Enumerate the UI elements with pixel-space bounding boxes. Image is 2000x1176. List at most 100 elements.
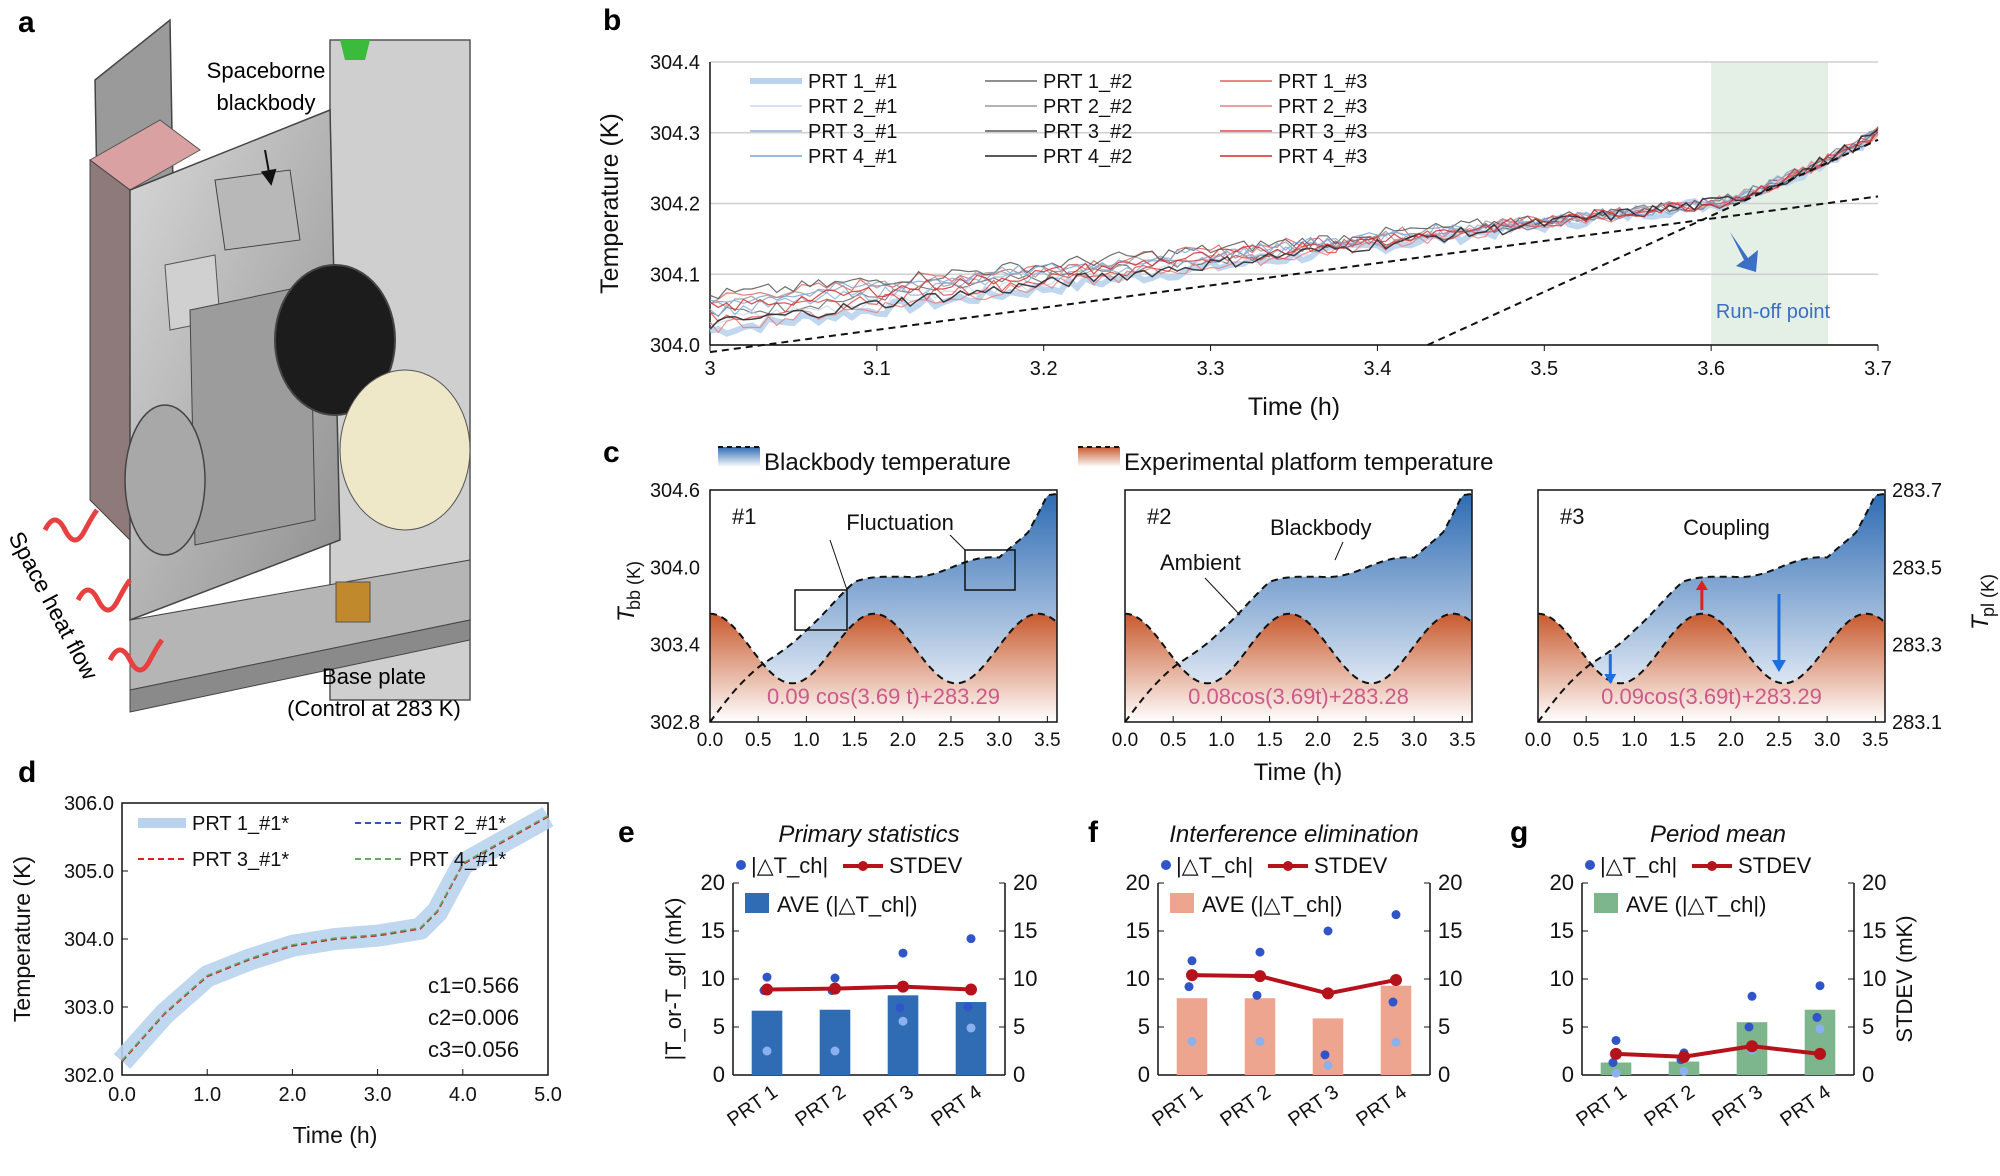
x-axis-title: Time (h)	[1254, 759, 1342, 786]
legend-label: PRT 3_#1	[808, 121, 897, 143]
chart-f: Interference elimination |△T_ch| STDEV AVE …	[1126, 821, 1463, 1131]
y-tick-label-right: 0	[1438, 1062, 1450, 1087]
legend-label: Experimental platform temperature	[1124, 449, 1494, 476]
data-point	[966, 934, 976, 944]
data-point	[1747, 991, 1757, 1001]
x-tick-label: PRT 3	[1708, 1081, 1766, 1131]
x-tick-label: 5.0	[534, 1084, 562, 1106]
x-tick-label: 2.5	[938, 730, 964, 751]
data-point	[1184, 982, 1194, 992]
y-tick-label-right: 15	[1862, 918, 1886, 943]
series-line-9	[709, 126, 1879, 323]
y-tick-label: 304.6	[650, 480, 700, 502]
blackbody-curve	[1124, 492, 1473, 723]
legend-swatch	[745, 893, 769, 913]
y-tick-label: 303.4	[650, 635, 700, 657]
legend-label: STDEV	[1738, 853, 1812, 878]
stdev-marker	[1678, 1050, 1690, 1063]
x-tick-label: 1.5	[1669, 730, 1695, 751]
data-point	[1608, 1058, 1618, 1068]
y-tick-label: 15	[1126, 918, 1150, 943]
label-base-control: (Control at 283 K)	[287, 696, 461, 721]
x-tick-label: 3.5	[1449, 730, 1475, 751]
subplot-frame	[709, 489, 1058, 723]
subplot-frame	[1537, 489, 1886, 723]
chart-title: Primary statistics	[778, 821, 959, 848]
x-tick-label: 0.0	[108, 1084, 136, 1106]
x-tick-label: 3.0	[1814, 730, 1840, 751]
x-tick-label: PRT 3	[859, 1081, 917, 1131]
y-tick-label-right: 10	[1438, 966, 1462, 991]
stdev-marker	[965, 983, 977, 996]
legend-swatch-platform	[1078, 447, 1120, 467]
x-tick-label: 3.5	[1530, 358, 1558, 380]
y-tick-label-right: 15	[1438, 918, 1462, 943]
subplot-frame	[1124, 489, 1473, 723]
annotation-coupling: Coupling	[1683, 515, 1770, 540]
legend-label: AVE (|△T_ch|)	[1626, 892, 1766, 917]
panel-label-f: f	[1088, 816, 1099, 849]
data-point	[963, 1002, 973, 1012]
x-tick-label: 1.0	[793, 730, 819, 751]
panel-label-b: b	[603, 4, 621, 37]
y-axis-title: Temperature (K)	[9, 856, 35, 1022]
y-tick-label: 304.2	[650, 194, 700, 216]
x-tick-label: 1.0	[193, 1084, 221, 1106]
x-tick-label: 0.5	[1160, 730, 1186, 751]
data-point	[1679, 1066, 1689, 1076]
heat-flow-arrows	[42, 508, 164, 673]
x-tick-label: PRT 4	[1776, 1081, 1834, 1131]
x-tick-label: PRT 2	[1216, 1081, 1274, 1131]
stdev-marker	[829, 982, 841, 995]
y-tick-label: 0	[1562, 1062, 1574, 1087]
data-point	[1744, 1022, 1754, 1032]
y-tick-label: 304.0	[64, 929, 114, 951]
legend-label: PRT 2_#2	[1043, 96, 1132, 118]
y-tick-label: 304.3	[650, 123, 700, 145]
y-tick-label: 303.0	[64, 997, 114, 1019]
x-tick-label: 3.0	[364, 1084, 392, 1106]
legend-label: |△T_ch|	[751, 853, 828, 878]
legend-swatch	[1170, 893, 1194, 913]
series-line-prt3	[121, 815, 549, 1063]
legend-marker	[1707, 861, 1717, 871]
chart-title: Interference elimination	[1169, 821, 1418, 848]
y-tick-label: 304.1	[650, 264, 700, 286]
x-tick-label: 0.0	[697, 730, 723, 751]
platform-curve	[709, 612, 1058, 685]
x-tick-label: 3.7	[1864, 358, 1892, 380]
x-tick-label: 3.4	[1364, 358, 1392, 380]
legend-label: PRT 2_#1*	[409, 813, 506, 835]
chart-b: 304.0 304.1 304.2 304.3 304.4 3 3.1 3.2 3.3 3.4 3.…	[596, 52, 1892, 421]
y-axis-title-left: |T_or-T_gr| (mK)	[661, 898, 686, 1061]
leader-line	[1334, 541, 1344, 561]
legend-marker	[1283, 861, 1293, 871]
x-tick-label: 4.0	[449, 1084, 477, 1106]
blackbody-area	[710, 493, 1057, 722]
y-tick-label: 20	[1126, 870, 1150, 895]
data-point	[1388, 997, 1398, 1007]
panel-label-a: a	[18, 6, 35, 39]
annotation-fluctuation: Fluctuation	[846, 510, 954, 535]
stdev-line	[1191, 973, 1397, 996]
platform-curve	[1124, 612, 1473, 685]
x-tick-label: 3	[704, 358, 715, 380]
y-tick-label: 0	[1138, 1062, 1150, 1087]
coupling-arrowhead	[1604, 674, 1617, 684]
legend-swatch	[1594, 893, 1618, 913]
bar-prt1	[1176, 998, 1208, 1075]
legend-label: |△T_ch|	[1176, 853, 1253, 878]
x-tick-label: 0.0	[1525, 730, 1551, 751]
y-tick-label: 10	[1550, 966, 1574, 991]
x-tick-label: 2.0	[890, 730, 916, 751]
leader-line	[1204, 577, 1241, 616]
data-point	[1391, 1037, 1401, 1047]
x-tick-label: 0.5	[745, 730, 771, 751]
annotation-blackbody: Blackbody	[1270, 515, 1372, 540]
data-point	[1320, 1050, 1330, 1060]
x-tick-label: 2.0	[1305, 730, 1331, 751]
fit-line-2	[1427, 138, 1879, 346]
x-tick-label: 1.0	[1621, 730, 1647, 751]
blackbody-area	[1538, 493, 1885, 722]
